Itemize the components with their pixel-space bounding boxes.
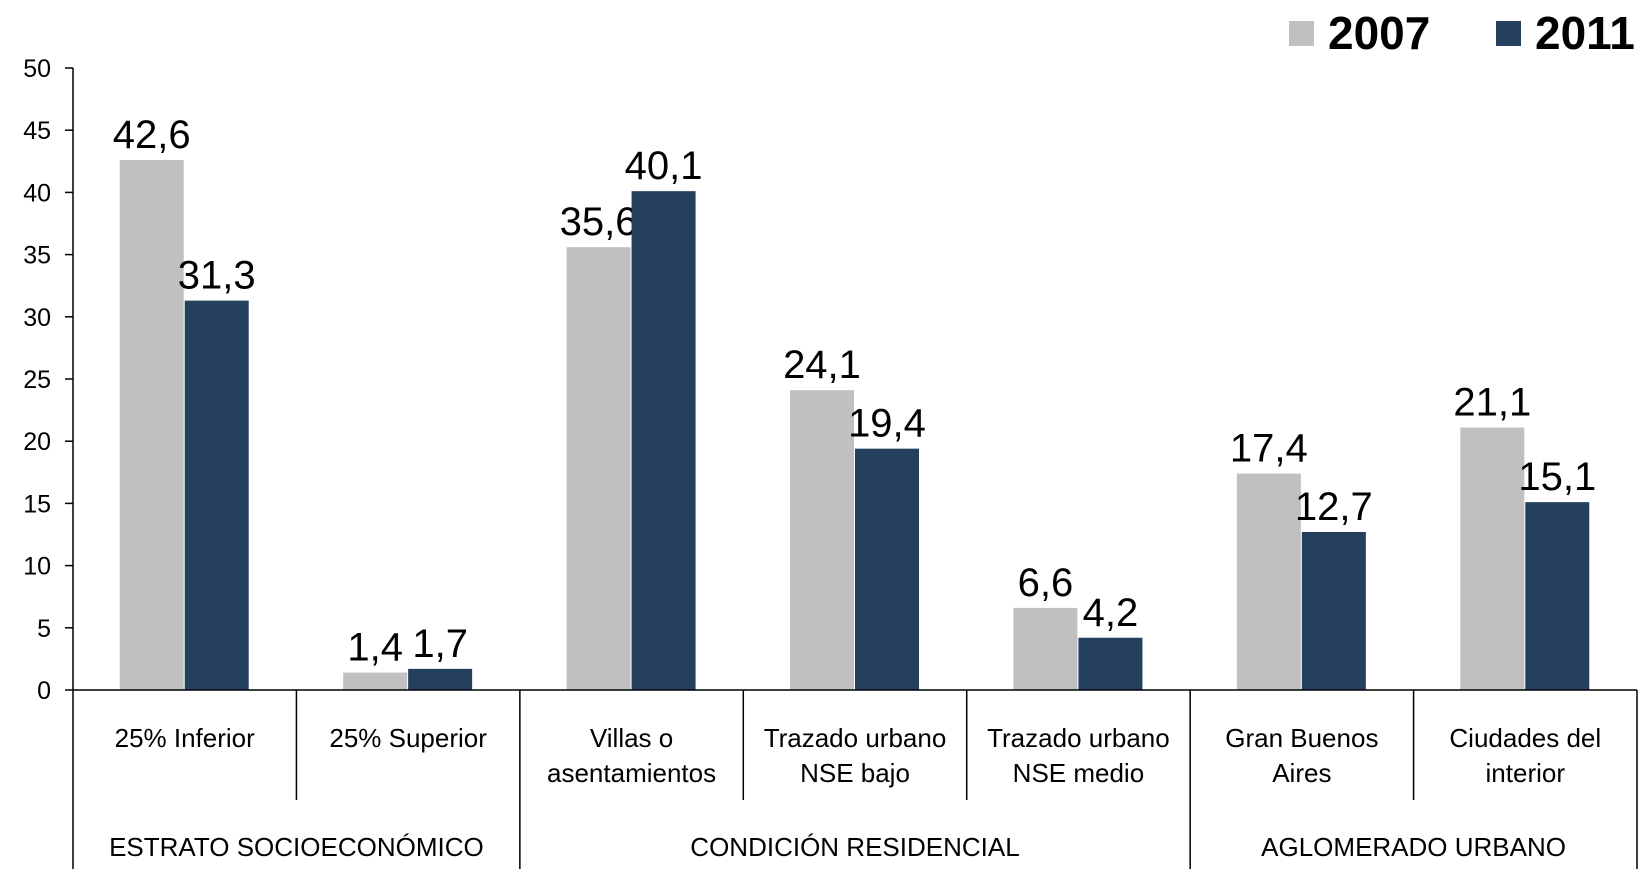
- bar: [1013, 607, 1078, 690]
- y-tick-label: 40: [23, 179, 51, 207]
- bar: [1460, 427, 1525, 690]
- y-tick-label: 35: [23, 242, 51, 270]
- x-tick-label: Trazado urbano NSE medio: [987, 723, 1170, 788]
- x-tick-label: Villas o asentamientos: [547, 723, 716, 788]
- data-label: 12,7: [1295, 485, 1373, 529]
- bar: [566, 247, 631, 691]
- legend-swatch: [1289, 21, 1314, 46]
- y-tick-label: 10: [23, 553, 51, 581]
- y-tick-label: 45: [23, 117, 51, 145]
- data-label: 21,1: [1453, 381, 1531, 425]
- bar: [343, 672, 408, 690]
- data-label: 19,4: [848, 402, 926, 446]
- bar: [184, 300, 249, 690]
- bar: [408, 668, 473, 690]
- y-tick-label: 25: [23, 366, 51, 394]
- data-label: 1,4: [347, 626, 403, 670]
- data-label: 15,1: [1518, 455, 1596, 499]
- bar: [119, 160, 184, 690]
- data-label: 1,7: [412, 622, 468, 666]
- y-tick-label: 0: [37, 677, 51, 705]
- legend-swatch: [1496, 21, 1521, 46]
- y-tick-label: 15: [23, 490, 51, 518]
- group-label: ESTRATO SOCIOECONÓMICO: [109, 832, 484, 862]
- legend-label: 2007: [1328, 7, 1430, 59]
- data-label: 4,2: [1083, 591, 1139, 635]
- bar: [1078, 637, 1143, 690]
- group-label: CONDICIÓN RESIDENCIAL: [690, 832, 1019, 862]
- bar: [855, 448, 919, 690]
- x-tick-label: 25% Superior: [329, 723, 487, 753]
- bar: [631, 191, 696, 690]
- bar: [1301, 532, 1366, 690]
- y-tick-label: 50: [23, 55, 51, 83]
- x-tick-label: 25% Inferior: [115, 723, 256, 753]
- group-label: AGLOMERADO URBANO: [1261, 832, 1566, 862]
- bar: [1525, 502, 1590, 690]
- x-tick-label: Gran Buenos Aires: [1225, 723, 1378, 788]
- data-label: 31,3: [178, 254, 256, 298]
- data-label: 40,1: [625, 144, 703, 188]
- y-tick-label: 20: [23, 428, 51, 456]
- bar: [1236, 473, 1301, 690]
- data-label: 6,6: [1018, 561, 1074, 605]
- x-tick-label: Trazado urbano NSE bajo: [764, 723, 947, 788]
- y-tick-label: 5: [37, 615, 51, 643]
- x-tick-label: Ciudades del interior: [1449, 723, 1601, 788]
- bar: [790, 390, 854, 690]
- data-label: 24,1: [783, 343, 861, 387]
- data-label: 17,4: [1230, 427, 1308, 471]
- legend-label: 2011: [1535, 7, 1635, 59]
- data-label: 42,6: [113, 113, 191, 157]
- data-label: 35,6: [560, 200, 638, 244]
- y-tick-label: 30: [23, 304, 51, 332]
